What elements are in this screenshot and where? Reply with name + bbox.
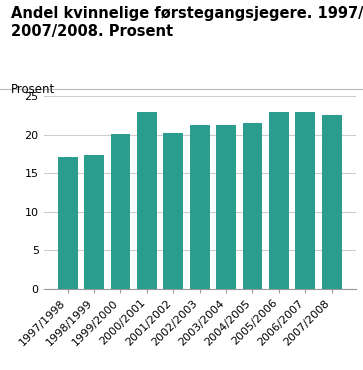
Bar <box>84 155 104 289</box>
Bar <box>295 112 315 289</box>
Bar <box>58 157 78 289</box>
Text: Prosent: Prosent <box>11 83 55 96</box>
Bar <box>242 123 262 289</box>
Bar <box>163 133 183 289</box>
Text: Andel kvinnelige førstegangsjegere. 1997/1998-
2007/2008. Prosent: Andel kvinnelige førstegangsjegere. 1997… <box>11 6 363 39</box>
Bar <box>322 115 342 289</box>
Bar <box>111 134 130 289</box>
Bar <box>269 112 289 289</box>
Bar <box>216 125 236 289</box>
Bar <box>137 112 157 289</box>
Bar <box>190 125 209 289</box>
